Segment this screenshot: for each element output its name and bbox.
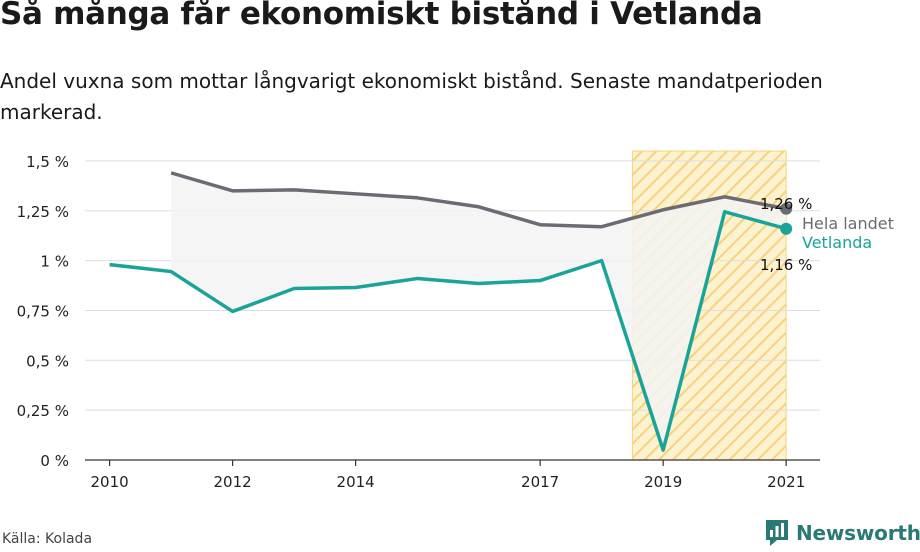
y-tick-label: 1 %: [40, 253, 69, 271]
x-tick-label: 2017: [521, 473, 559, 491]
y-tick-label: 1,25 %: [17, 203, 69, 221]
brand-name: Newsworthy: [796, 521, 920, 545]
chart-title: Så många får ekonomiskt bistånd i Vetlan…: [0, 0, 763, 32]
source-note: Källa: Kolada: [2, 531, 93, 547]
x-tick-label: 2021: [767, 473, 805, 491]
series-name-label: Vetlanda: [802, 233, 872, 252]
series-line-1: [109, 210, 787, 452]
chart-subtitle: Andel vuxna som mottar långvarigt ekonom…: [0, 69, 823, 124]
difference-band: [171, 172, 787, 451]
series-line-0: [170, 171, 787, 229]
series-endpoint-1: [780, 222, 793, 235]
x-tick-label: 2010: [91, 473, 129, 491]
end-value-label: 1,16 %: [760, 256, 812, 274]
newsworthy-logo[interactable]: Newsworthy: [764, 518, 920, 548]
newsworthy-icon: [766, 520, 788, 546]
y-tick-label: 0,5 %: [26, 352, 69, 370]
y-tick-label: 0,25 %: [17, 402, 69, 420]
y-tick-label: 1,5 %: [26, 153, 69, 171]
y-tick-label: 0,75 %: [17, 302, 69, 320]
series-endpoint-0: [780, 202, 793, 215]
x-tick-label: 2019: [644, 473, 682, 491]
end-value-label: 1,26 %: [760, 195, 812, 213]
x-tick-label: 2014: [337, 473, 375, 491]
x-tick-label: 2012: [214, 473, 252, 491]
series-name-label: Hela landet: [802, 214, 894, 233]
y-tick-label: 0 %: [40, 452, 69, 470]
